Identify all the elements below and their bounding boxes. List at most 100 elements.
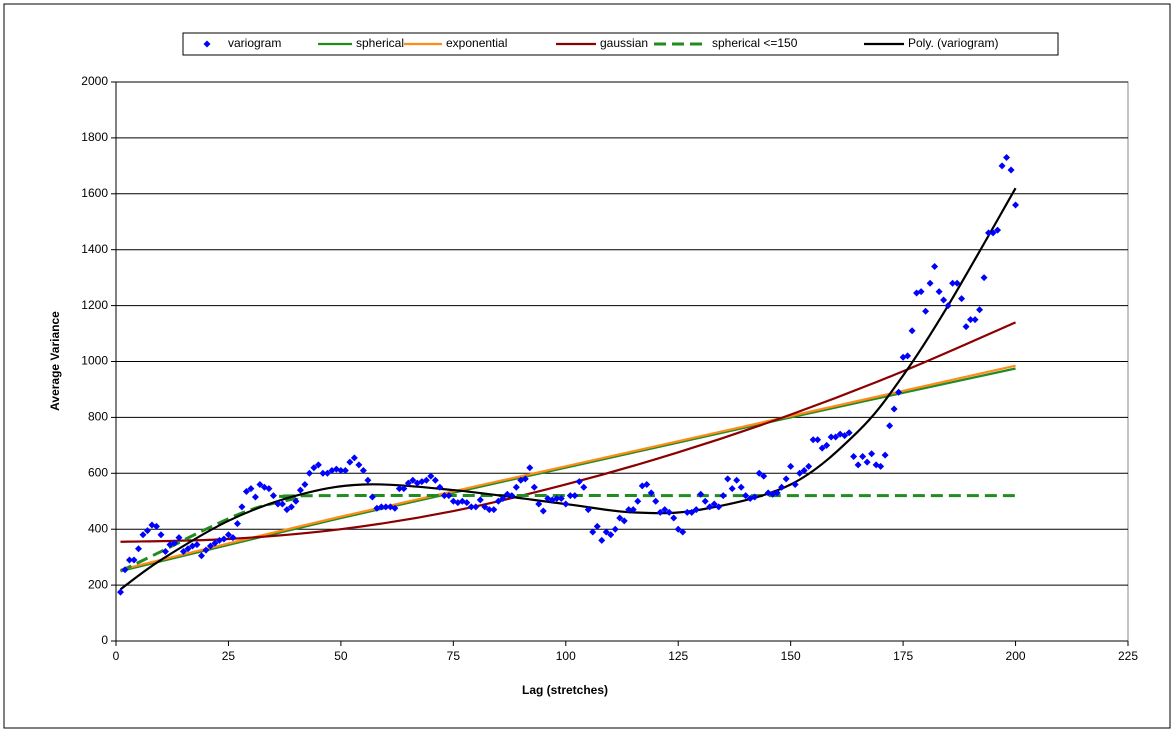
data-point	[647, 489, 655, 497]
data-point	[1007, 166, 1015, 174]
data-point	[170, 539, 178, 547]
data-point	[958, 295, 966, 303]
data-point	[251, 493, 259, 501]
data-point	[926, 279, 934, 287]
data-point	[890, 405, 898, 413]
x-tick-label: 225	[1118, 649, 1138, 663]
legend-label: Poly. (variogram)	[908, 36, 998, 50]
x-tick-label: 25	[222, 649, 236, 663]
data-point	[202, 546, 210, 554]
data-point	[625, 506, 633, 514]
data-point	[238, 503, 246, 511]
data-point	[701, 497, 709, 505]
data-point	[832, 433, 840, 441]
data-point	[697, 490, 705, 498]
data-point	[355, 461, 363, 469]
data-point	[359, 467, 367, 475]
x-tick-label: 0	[113, 649, 120, 663]
data-point	[629, 506, 637, 514]
data-point	[805, 462, 813, 470]
series-line	[120, 321, 1016, 543]
data-point	[1003, 153, 1011, 161]
data-point	[643, 480, 651, 488]
series-line	[120, 364, 1016, 571]
data-point	[310, 464, 318, 472]
data-point	[850, 453, 858, 461]
data-point	[989, 229, 997, 237]
data-point	[935, 288, 943, 296]
data-point	[584, 506, 592, 514]
data-point	[814, 436, 822, 444]
y-tick-label: 1200	[81, 298, 108, 312]
data-point	[679, 528, 687, 536]
data-point	[670, 514, 678, 522]
data-point	[229, 534, 237, 542]
legend-label: exponential	[446, 36, 507, 50]
y-tick-label: 600	[88, 465, 108, 479]
data-point	[562, 500, 570, 508]
data-point	[553, 494, 561, 502]
data-point	[440, 492, 448, 500]
legend-marker	[203, 40, 211, 48]
y-tick-label: 2000	[81, 74, 108, 88]
data-point	[485, 506, 493, 514]
data-point	[976, 306, 984, 314]
data-point	[998, 162, 1006, 170]
data-point	[863, 458, 871, 466]
data-point	[881, 451, 889, 459]
legend-label: variogram	[228, 36, 281, 50]
data-point	[404, 479, 412, 487]
series-line	[119, 187, 1017, 591]
data-point	[224, 531, 232, 539]
data-point	[152, 522, 160, 530]
data-point	[341, 467, 349, 475]
data-point	[854, 461, 862, 469]
data-point	[661, 506, 669, 514]
data-point	[175, 534, 183, 542]
data-point	[472, 503, 480, 511]
y-tick-label: 0	[101, 633, 108, 647]
data-point	[656, 508, 664, 516]
data-point	[521, 475, 529, 483]
data-point	[602, 528, 610, 536]
data-point	[368, 493, 376, 501]
data-point	[436, 483, 444, 491]
data-point	[121, 566, 129, 574]
data-point	[611, 525, 619, 533]
data-point	[116, 588, 124, 596]
data-point	[445, 492, 453, 500]
data-point	[940, 296, 948, 304]
data-point	[346, 458, 354, 466]
data-point	[755, 469, 763, 477]
data-point	[409, 476, 417, 484]
y-tick-label: 1800	[81, 130, 108, 144]
data-point	[265, 485, 273, 493]
data-point	[674, 525, 682, 533]
data-point	[917, 288, 925, 296]
data-point	[791, 480, 799, 488]
data-point	[724, 475, 732, 483]
data-point	[652, 497, 660, 505]
data-point	[818, 444, 826, 452]
data-point	[211, 539, 219, 547]
data-point	[787, 462, 795, 470]
data-point	[566, 492, 574, 500]
x-tick-label: 100	[556, 649, 576, 663]
y-tick-label: 1400	[81, 242, 108, 256]
data-point	[778, 483, 786, 491]
data-point	[953, 279, 961, 287]
data-point	[364, 476, 372, 484]
data-point	[800, 467, 808, 475]
legend-label: gaussian	[600, 36, 648, 50]
data-point	[400, 485, 408, 493]
data-point	[719, 492, 727, 500]
legend	[182, 32, 1059, 56]
data-point	[377, 503, 385, 511]
data-point	[157, 531, 165, 539]
data-point	[463, 499, 471, 507]
data-point	[323, 469, 331, 477]
data-point	[184, 545, 192, 553]
legend-label: spherical <=150	[712, 36, 798, 50]
data-point	[796, 469, 804, 477]
